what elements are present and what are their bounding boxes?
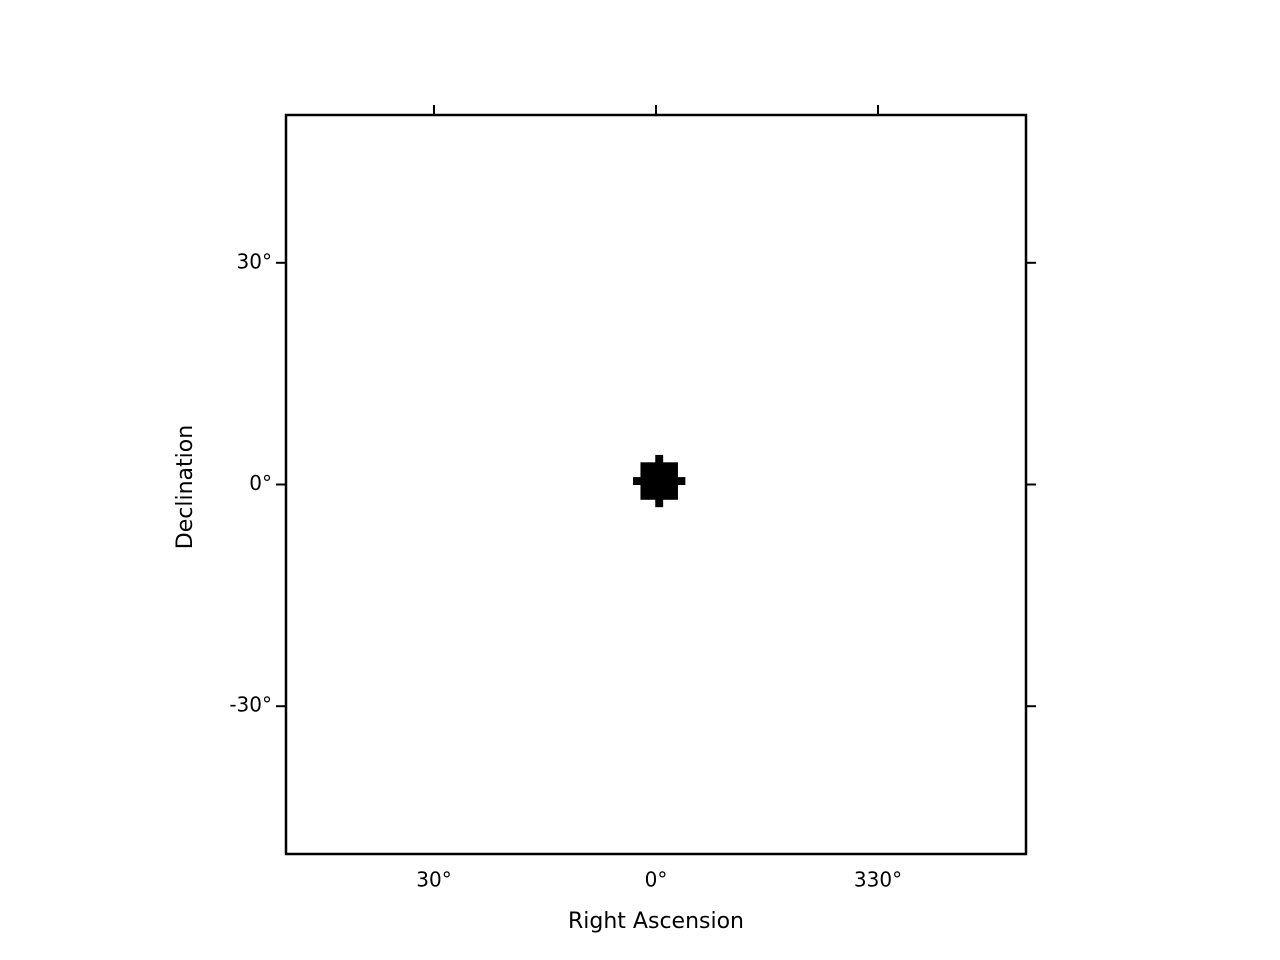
x-axis-label: Right Ascension: [568, 909, 744, 934]
pixel: [647, 491, 656, 500]
pixel: [640, 491, 649, 500]
pixel: [655, 491, 664, 500]
pixel: [670, 469, 678, 478]
y-tick-label: -30°: [229, 693, 272, 717]
pixel: [662, 462, 671, 471]
pixel: [640, 484, 649, 493]
pixel: [655, 484, 664, 493]
pixel: [662, 477, 671, 486]
pixel: [662, 491, 671, 500]
pixel: [655, 462, 664, 471]
pixel: [655, 454, 664, 463]
x-tick-label: 330°: [854, 868, 902, 892]
pixel: [670, 491, 678, 500]
pixel: [640, 477, 649, 486]
pixel: [655, 499, 664, 508]
pixel: [633, 477, 641, 486]
pixel: [677, 477, 686, 486]
pixel: [670, 462, 678, 471]
pixel: [640, 469, 649, 478]
pixel: [670, 484, 678, 493]
y-tick-label: 30°: [237, 249, 272, 273]
pixel: [647, 462, 656, 471]
y-tick-label: 0°: [249, 471, 272, 495]
pixel: [647, 484, 656, 493]
x-tick-label: 30°: [416, 868, 451, 892]
pixel: [655, 477, 664, 486]
pixel: [670, 477, 678, 486]
pixel: [662, 469, 671, 478]
pixel: [647, 477, 656, 486]
pixel: [662, 484, 671, 493]
x-tick-label: 0°: [645, 868, 668, 892]
pixel: [640, 462, 649, 471]
y-axis-label: Declination: [173, 425, 198, 549]
pixel: [647, 469, 656, 478]
pixel: [655, 469, 664, 478]
